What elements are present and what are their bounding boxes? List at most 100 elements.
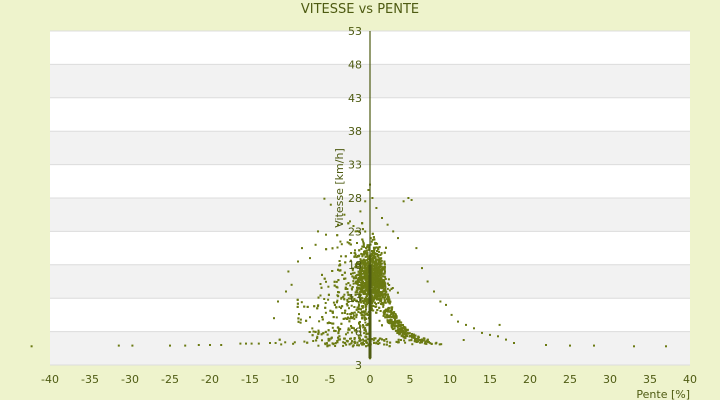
data-point: [326, 345, 329, 348]
data-point: [390, 311, 393, 314]
data-point: [352, 276, 355, 279]
data-point: [373, 248, 376, 251]
data-point: [408, 335, 411, 338]
data-point: [365, 289, 368, 292]
data-point: [371, 197, 374, 199]
data-point: [393, 327, 396, 330]
data-point: [413, 336, 416, 339]
data-point: [358, 249, 361, 252]
data-point: [380, 259, 383, 262]
data-point: [379, 264, 382, 267]
data-point: [360, 342, 363, 345]
data-point: [360, 252, 363, 255]
data-point: [324, 330, 327, 333]
data-point: [336, 326, 339, 329]
data-point: [513, 342, 515, 344]
data-point: [367, 278, 370, 281]
data-point: [361, 306, 364, 309]
data-point: [358, 263, 361, 265]
data-point: [379, 273, 382, 276]
data-point: [364, 279, 367, 282]
data-point: [362, 240, 365, 243]
data-point: [361, 300, 364, 303]
x-tick-label: -40: [41, 373, 59, 386]
data-point: [354, 252, 357, 255]
data-point: [274, 342, 277, 344]
data-point: [374, 337, 377, 340]
data-point: [299, 318, 302, 321]
axes: [368, 31, 372, 359]
data-point: [357, 277, 360, 279]
data-point: [398, 319, 401, 322]
data-point: [359, 294, 362, 296]
data-point: [371, 291, 374, 294]
data-point: [375, 281, 378, 284]
data-point: [376, 270, 379, 273]
data-point: [384, 290, 387, 293]
data-point: [350, 297, 353, 300]
data-point: [381, 324, 383, 327]
data-point: [197, 344, 200, 346]
data-point: [365, 293, 368, 296]
data-point: [343, 298, 346, 301]
data-point: [393, 311, 396, 314]
data-point: [375, 270, 378, 273]
data-point: [410, 199, 413, 201]
data-point: [366, 262, 369, 265]
data-point: [397, 325, 400, 327]
data-point: [351, 331, 353, 334]
data-point: [348, 317, 351, 320]
data-point: [359, 330, 362, 333]
data-point: [357, 344, 360, 347]
data-point: [433, 290, 435, 293]
data-point: [364, 266, 366, 268]
data-point: [309, 257, 311, 260]
data-point: [386, 282, 389, 285]
data-point: [311, 327, 314, 330]
data-point: [220, 344, 223, 346]
data-point: [376, 309, 379, 311]
data-point: [380, 280, 383, 283]
data-point: [367, 275, 370, 278]
data-point: [365, 308, 367, 311]
data-point: [393, 320, 396, 323]
data-point: [394, 321, 396, 324]
data-point: [426, 338, 429, 341]
data-point: [357, 334, 360, 337]
data-point: [394, 318, 397, 321]
data-point: [465, 323, 467, 326]
data-point: [384, 316, 387, 319]
data-point: [397, 338, 400, 341]
data-point: [365, 249, 368, 252]
data-point: [419, 341, 422, 344]
data-point: [364, 284, 367, 287]
data-point: [351, 275, 354, 278]
data-point: [346, 241, 349, 244]
data-point: [377, 265, 380, 268]
data-point: [357, 265, 359, 268]
data-point: [374, 266, 377, 269]
data-point: [362, 343, 365, 346]
data-point: [332, 301, 335, 304]
data-point: [337, 291, 339, 294]
data-point: [386, 297, 389, 300]
data-point: [325, 342, 328, 345]
data-point: [354, 263, 357, 266]
data-point: [380, 252, 383, 255]
data-point: [377, 272, 380, 275]
data-point: [349, 243, 352, 246]
data-point: [372, 236, 375, 239]
data-point: [371, 238, 374, 241]
data-point: [334, 342, 337, 345]
data-point: [359, 258, 362, 261]
data-point: [342, 341, 345, 344]
data-point: [245, 342, 247, 345]
data-point: [381, 286, 384, 289]
data-point: [345, 283, 348, 286]
data-point: [333, 284, 336, 287]
data-point: [333, 329, 336, 332]
data-point: [375, 283, 378, 286]
data-point: [363, 332, 366, 335]
data-point: [316, 337, 319, 339]
data-point: [372, 289, 375, 292]
